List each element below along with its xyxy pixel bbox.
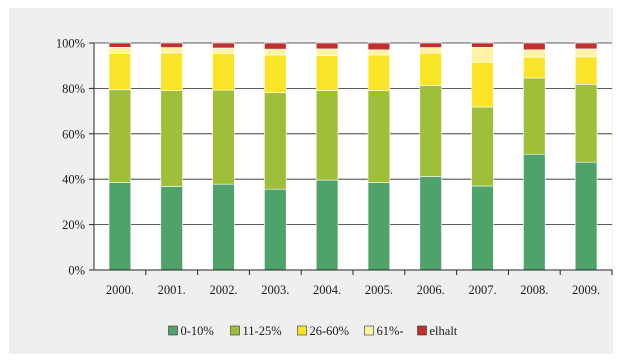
bar-segment (108, 47, 132, 54)
bar-segment (523, 56, 546, 79)
bar-segment (264, 188, 287, 271)
bar-segment (160, 47, 183, 54)
legend: 0-10% 11-25% 26-60% 61%- elhalt (168, 324, 458, 338)
x-tick-labels: 2000. 2001. 2002. 2003. 2004. 2005. 2006. 2007.… (106, 283, 600, 297)
y-tick-labels: 0% 20% 40% 60% 80% 100% (56, 37, 85, 278)
bar-segment (574, 48, 598, 58)
bar-segment (160, 42, 183, 48)
y-tick-label: 40% (62, 173, 85, 187)
bar-segment (212, 47, 235, 54)
y-tick-label: 0% (68, 264, 85, 278)
bar-segment (108, 53, 132, 91)
bar-segment (315, 55, 339, 91)
bar-segment (471, 61, 494, 108)
bar-segment (108, 42, 132, 48)
legend-swatch (364, 325, 374, 336)
bar-segment (471, 106, 494, 187)
bar-segment (574, 84, 598, 163)
bar-segment (471, 42, 494, 48)
bar-segment (315, 90, 339, 181)
y-tick-label: 20% (62, 218, 85, 232)
x-tick-label: 2007. (468, 283, 496, 297)
x-tick-label: 2005. (365, 283, 393, 297)
bar-segment (574, 56, 598, 85)
bar-segment (160, 90, 183, 187)
legend-label: 11-25% (243, 324, 282, 338)
legend-label: 26-60% (310, 324, 350, 338)
x-tick-label: 2009. (572, 283, 600, 297)
bar-segment (212, 42, 235, 49)
bar-segment (315, 48, 339, 57)
bars (108, 42, 598, 271)
x-tick-label: 2002. (209, 283, 237, 297)
legend-swatch (417, 325, 427, 336)
legend-swatch (230, 325, 240, 336)
bar-segment (264, 54, 287, 94)
bar-segment (523, 153, 546, 271)
x-tick-label: 2003. (261, 283, 289, 297)
legend-label: 61%- (377, 324, 404, 338)
bar-segment (367, 182, 391, 271)
bar-segment (523, 42, 546, 51)
bar-segment (419, 42, 442, 48)
bar-segment (315, 179, 339, 271)
legend-swatch (297, 325, 307, 336)
bar-segment (264, 48, 287, 56)
bar-segment (574, 161, 598, 271)
bar-segment (367, 49, 391, 56)
bar-segment (212, 183, 235, 271)
bar-segment (419, 52, 442, 86)
bar-segment (367, 54, 391, 91)
bar-segment (471, 185, 494, 271)
bar-segment (419, 176, 442, 271)
legend-swatch (168, 325, 178, 336)
bar-segment (108, 89, 132, 183)
x-tick-label: 2008. (520, 283, 548, 297)
y-tick-label: 80% (62, 82, 85, 96)
bar-segment (471, 47, 494, 63)
stacked-bar-chart: 0%20%40%60%80%100% 2000. 2001. 2002. 2003. 2… (56, 37, 613, 338)
bar-segment (212, 53, 235, 91)
bar-segment (315, 42, 339, 50)
y-tick-label: 60% (62, 127, 85, 141)
x-tick-label: 2001. (158, 283, 186, 297)
chart-panel: 0% 20% 40% 60% 80% 100% 2000. 2001. 2002. 2003. 2… (9, 8, 613, 354)
bar-segment (419, 47, 442, 54)
bar-segment (264, 42, 287, 50)
x-tick-label: 2000. (106, 283, 134, 297)
bar-segment (523, 77, 546, 155)
bar-segment (108, 182, 132, 271)
bar-segment (160, 186, 183, 271)
bar-segment (523, 49, 546, 58)
bar-segment (367, 42, 391, 51)
bar-segment (367, 90, 391, 183)
bar-segment (264, 92, 287, 190)
x-tick-label: 2006. (417, 283, 445, 297)
bar-segment (574, 42, 598, 50)
y-tick-label: 100% (56, 37, 85, 51)
axes (89, 42, 613, 275)
bar-segment (160, 52, 183, 91)
x-tick-label: 2004. (313, 283, 341, 297)
bar-segment (419, 85, 442, 177)
legend-label: elhalt (430, 324, 458, 338)
legend-label: 0-10% (181, 324, 214, 338)
bar-segment (212, 89, 235, 185)
